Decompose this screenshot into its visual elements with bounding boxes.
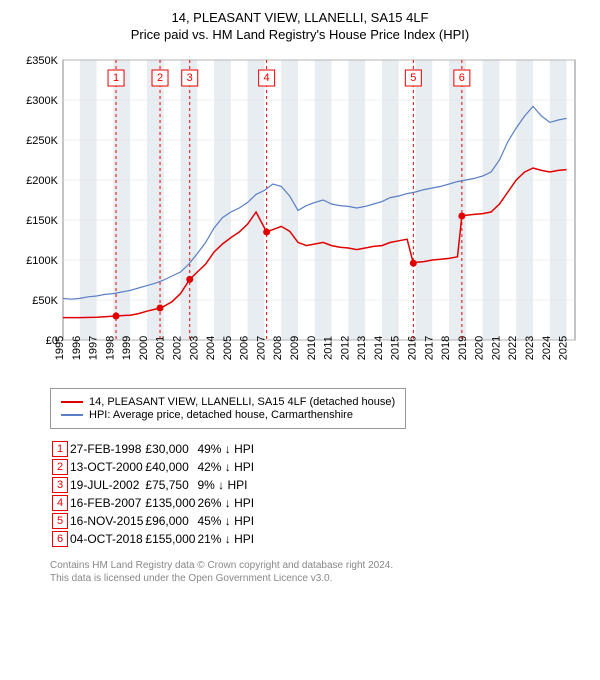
tx-date: 27-FEB-1998 <box>70 441 143 457</box>
legend-row-hpi: HPI: Average price, detached house, Carm… <box>61 409 395 421</box>
svg-text:1997: 1997 <box>88 336 100 360</box>
table-row: 1 27-FEB-1998 £30,000 49% ↓ HPI <box>52 441 254 457</box>
svg-text:1995: 1995 <box>54 336 66 360</box>
table-row: 5 16-NOV-2015 £96,000 45% ↓ HPI <box>52 513 254 529</box>
table-row: 4 16-FEB-2007 £135,000 26% ↓ HPI <box>52 495 254 511</box>
tx-date: 04-OCT-2018 <box>70 531 143 547</box>
svg-text:2016: 2016 <box>407 336 419 360</box>
svg-text:5: 5 <box>410 72 416 84</box>
svg-text:£300K: £300K <box>26 95 58 107</box>
tx-diff: 9% ↓ HPI <box>197 477 254 493</box>
svg-text:£100K: £100K <box>26 255 58 267</box>
svg-text:£150K: £150K <box>26 215 58 227</box>
tx-marker: 1 <box>52 441 68 457</box>
tx-price: £96,000 <box>145 513 195 529</box>
svg-text:2013: 2013 <box>356 336 368 360</box>
legend-swatch-hpi <box>61 414 83 416</box>
svg-text:2011: 2011 <box>323 336 335 360</box>
svg-text:2018: 2018 <box>440 336 452 360</box>
svg-text:1996: 1996 <box>71 336 83 360</box>
tx-price: £155,000 <box>145 531 195 547</box>
svg-text:£50K: £50K <box>32 295 58 307</box>
svg-text:2015: 2015 <box>390 336 402 360</box>
svg-text:2019: 2019 <box>457 336 469 360</box>
tx-diff: 26% ↓ HPI <box>197 495 254 511</box>
legend-label-property: 14, PLEASANT VIEW, LLANELLI, SA15 4LF (d… <box>89 396 395 408</box>
svg-text:2020: 2020 <box>474 336 486 360</box>
svg-text:2022: 2022 <box>507 336 519 360</box>
page-title: 14, PLEASANT VIEW, LLANELLI, SA15 4LF <box>15 10 585 25</box>
tx-date: 13-OCT-2000 <box>70 459 143 475</box>
svg-text:1998: 1998 <box>104 336 116 360</box>
svg-text:2008: 2008 <box>272 336 284 360</box>
tx-marker: 6 <box>52 531 68 547</box>
page-subtitle: Price paid vs. HM Land Registry's House … <box>15 27 585 42</box>
svg-text:2004: 2004 <box>205 336 217 360</box>
svg-text:2023: 2023 <box>524 336 536 360</box>
svg-text:2021: 2021 <box>490 336 502 360</box>
svg-text:2005: 2005 <box>222 336 234 360</box>
svg-text:2012: 2012 <box>339 336 351 360</box>
tx-diff: 45% ↓ HPI <box>197 513 254 529</box>
svg-text:2000: 2000 <box>138 336 150 360</box>
price-chart: £0£50K£100K£150K£200K£250K£300K£350K1995… <box>15 50 585 380</box>
svg-text:2002: 2002 <box>172 336 184 360</box>
tx-marker: 3 <box>52 477 68 493</box>
svg-text:1: 1 <box>113 72 119 84</box>
tx-marker: 2 <box>52 459 68 475</box>
svg-text:2010: 2010 <box>306 336 318 360</box>
svg-text:2014: 2014 <box>373 336 385 360</box>
svg-text:2017: 2017 <box>423 336 435 360</box>
svg-text:2007: 2007 <box>255 336 267 360</box>
table-row: 6 04-OCT-2018 £155,000 21% ↓ HPI <box>52 531 254 547</box>
svg-text:3: 3 <box>187 72 193 84</box>
footer-line1: Contains HM Land Registry data © Crown c… <box>50 559 585 572</box>
tx-marker: 4 <box>52 495 68 511</box>
svg-text:2025: 2025 <box>558 336 570 360</box>
footer-line2: This data is licensed under the Open Gov… <box>50 572 585 585</box>
svg-text:2006: 2006 <box>239 336 251 360</box>
table-row: 2 13-OCT-2000 £40,000 42% ↓ HPI <box>52 459 254 475</box>
svg-text:£350K: £350K <box>26 55 58 67</box>
legend: 14, PLEASANT VIEW, LLANELLI, SA15 4LF (d… <box>50 388 406 429</box>
tx-diff: 49% ↓ HPI <box>197 441 254 457</box>
svg-text:2009: 2009 <box>289 336 301 360</box>
tx-date: 16-FEB-2007 <box>70 495 143 511</box>
svg-text:£250K: £250K <box>26 135 58 147</box>
legend-label-hpi: HPI: Average price, detached house, Carm… <box>89 409 353 421</box>
svg-text:4: 4 <box>264 72 270 84</box>
tx-diff: 21% ↓ HPI <box>197 531 254 547</box>
tx-price: £75,750 <box>145 477 195 493</box>
legend-row-property: 14, PLEASANT VIEW, LLANELLI, SA15 4LF (d… <box>61 396 395 408</box>
table-row: 3 19-JUL-2002 £75,750 9% ↓ HPI <box>52 477 254 493</box>
tx-marker: 5 <box>52 513 68 529</box>
svg-text:2: 2 <box>157 72 163 84</box>
svg-text:2003: 2003 <box>188 336 200 360</box>
transactions-table: 1 27-FEB-1998 £30,000 49% ↓ HPI2 13-OCT-… <box>50 439 256 549</box>
tx-price: £40,000 <box>145 459 195 475</box>
svg-text:1999: 1999 <box>121 336 133 360</box>
tx-price: £135,000 <box>145 495 195 511</box>
tx-price: £30,000 <box>145 441 195 457</box>
footer: Contains HM Land Registry data © Crown c… <box>50 559 585 585</box>
legend-swatch-property <box>61 401 83 403</box>
svg-text:2024: 2024 <box>541 336 553 360</box>
svg-text:6: 6 <box>459 72 465 84</box>
svg-text:2001: 2001 <box>155 336 167 360</box>
tx-date: 19-JUL-2002 <box>70 477 143 493</box>
tx-diff: 42% ↓ HPI <box>197 459 254 475</box>
tx-date: 16-NOV-2015 <box>70 513 143 529</box>
svg-text:£200K: £200K <box>26 175 58 187</box>
